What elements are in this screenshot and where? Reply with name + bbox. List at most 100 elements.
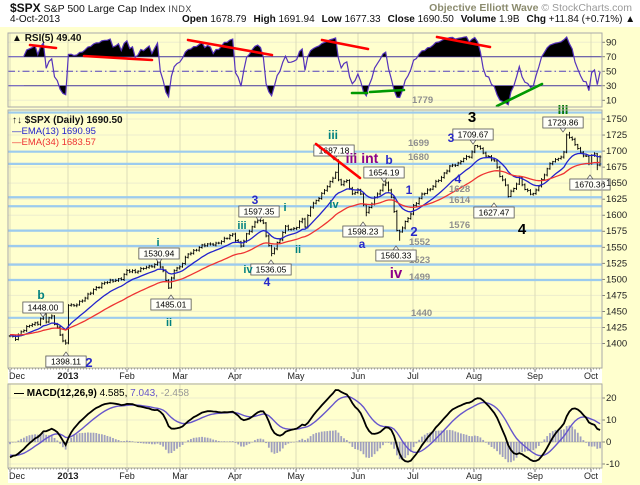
svg-text:1530.94: 1530.94 — [144, 249, 175, 259]
svg-text:0: 0 — [606, 437, 611, 448]
svg-text:2: 2 — [85, 355, 92, 370]
callout-1597.35: 1597.35 — [238, 205, 280, 222]
svg-text:1680: 1680 — [408, 152, 429, 163]
ema13-line — [10, 152, 601, 338]
svg-text:b: b — [385, 153, 392, 167]
callout-1598.23: 1598.23 — [342, 221, 384, 238]
quote-date: 4-Oct-2013 — [10, 14, 61, 25]
svg-text:1550: 1550 — [606, 242, 627, 253]
svg-text:i: i — [156, 237, 159, 249]
svg-text:1709.67: 1709.67 — [458, 130, 489, 140]
ema34-legend: —EMA(34) 1683.57 — [12, 137, 96, 148]
watermark-brand: Objective Elliott Wave — [429, 2, 539, 14]
svg-text:Jun: Jun — [351, 471, 366, 481]
callout-1560.33: 1560.33 — [375, 245, 417, 262]
svg-text:1500: 1500 — [606, 274, 627, 285]
svg-text:Jul: Jul — [407, 371, 419, 381]
rsi-resistance-trendline — [435, 35, 492, 49]
svg-text:Aug: Aug — [466, 471, 482, 481]
ticker-symbol: $SPX — [10, 1, 41, 15]
rsi-indicator-panel: ▲ RSI(5) 49.40 — [8, 33, 602, 108]
callout-1670.36: 1670.36 — [569, 174, 611, 191]
svg-text:4: 4 — [264, 275, 271, 289]
callout-1709.67: 1709.67 — [452, 128, 494, 145]
svg-text:1654.19: 1654.19 — [369, 168, 400, 178]
rsi-resistance-trendline — [186, 38, 274, 57]
rsi-legend: ▲ RSI(5) 49.40 — [12, 33, 82, 44]
svg-text:Mar: Mar — [172, 371, 188, 381]
svg-text:1: 1 — [406, 183, 413, 197]
callout-1448.00: 1448.00 — [22, 301, 64, 318]
svg-text:1450: 1450 — [606, 306, 627, 317]
svg-text:30: 30 — [606, 81, 617, 92]
quote-close: Close 1690.50 — [387, 14, 454, 25]
svg-text:1536.05: 1536.05 — [256, 265, 287, 275]
svg-text:Oct: Oct — [584, 471, 599, 481]
svg-text:1628: 1628 — [449, 184, 470, 195]
ema34-line — [9, 161, 601, 336]
callout-1398.11: 1398.11 — [45, 351, 87, 368]
svg-text:ii: ii — [166, 317, 172, 329]
quote-summary-row: 4-Oct-2013 Open 1678.79 High 1691.94 Low 16… — [10, 14, 636, 26]
svg-text:1440: 1440 — [411, 308, 432, 319]
svg-text:Feb: Feb — [119, 471, 135, 481]
svg-text:iii int: iii int — [346, 150, 379, 166]
svg-text:↑↓ $SPX (Daily) 1690.50: ↑↓ $SPX (Daily) 1690.50 — [12, 115, 123, 126]
macd-indicator-panel — [9, 389, 601, 463]
svg-text:1600: 1600 — [606, 210, 627, 221]
svg-text:iv: iv — [390, 265, 403, 282]
svg-text:1485.01: 1485.01 — [156, 300, 187, 310]
svg-text:iv: iv — [243, 264, 253, 276]
svg-text:1625: 1625 — [606, 194, 627, 205]
svg-text:Apr: Apr — [228, 471, 242, 481]
svg-text:4: 4 — [518, 221, 527, 238]
svg-text:1475: 1475 — [606, 290, 627, 301]
svg-text:Sep: Sep — [527, 471, 543, 481]
header-title-row: $SPX S&P 500 Large Cap Index INDX Object… — [10, 1, 632, 15]
svg-text:Dec: Dec — [9, 471, 26, 481]
svg-text:90: 90 — [606, 37, 617, 48]
callout-1485.01: 1485.01 — [150, 294, 192, 311]
svg-text:iii: iii — [237, 220, 246, 232]
axis-strip-mid — [8, 369, 602, 383]
exchange-code: INDX — [168, 4, 192, 14]
quote-high: High 1691.94 — [253, 14, 315, 25]
svg-text:i: i — [283, 202, 286, 214]
macd-line — [9, 389, 601, 463]
price-resistance-trendline — [314, 142, 362, 180]
callout-1729.86: 1729.86 — [542, 116, 584, 133]
svg-text:3: 3 — [252, 193, 259, 207]
quote-low: Low 1677.33 — [321, 14, 381, 25]
svg-text:Aug: Aug — [466, 371, 482, 381]
svg-text:1627.47: 1627.47 — [479, 208, 510, 218]
chart-header: $SPX S&P 500 Large Cap Index INDX Object… — [0, 0, 640, 27]
svg-text:a: a — [359, 237, 366, 251]
rsi-panel-border — [7, 32, 603, 108]
svg-text:20: 20 — [606, 393, 617, 404]
svg-text:1675: 1675 — [606, 162, 627, 173]
svg-text:1597.35: 1597.35 — [244, 207, 275, 217]
svg-text:4: 4 — [455, 172, 462, 186]
svg-text:b: b — [37, 288, 44, 302]
svg-text:Dec: Dec — [9, 371, 26, 381]
svg-text:1729.86: 1729.86 — [548, 118, 579, 128]
up-arrow-icon: ▲ — [625, 14, 636, 25]
svg-text:10: 10 — [606, 95, 617, 106]
macd-legend: — MACD(12,26,9) 4.585, 7.043, -2.458 — [14, 388, 190, 399]
svg-text:1398.11: 1398.11 — [51, 357, 81, 367]
svg-text:1425: 1425 — [606, 322, 627, 333]
svg-text:-10: -10 — [606, 459, 620, 470]
svg-text:1699: 1699 — [408, 138, 429, 149]
svg-text:Sep: Sep — [527, 371, 543, 381]
svg-text:May: May — [287, 471, 305, 481]
main-panel-border — [7, 109, 603, 369]
svg-text:Jul: Jul — [407, 471, 419, 481]
callout-1654.19: 1654.19 — [363, 166, 405, 183]
svg-text:1525: 1525 — [606, 258, 627, 269]
svg-text:70: 70 — [606, 52, 617, 63]
svg-text:2013: 2013 — [57, 471, 78, 482]
